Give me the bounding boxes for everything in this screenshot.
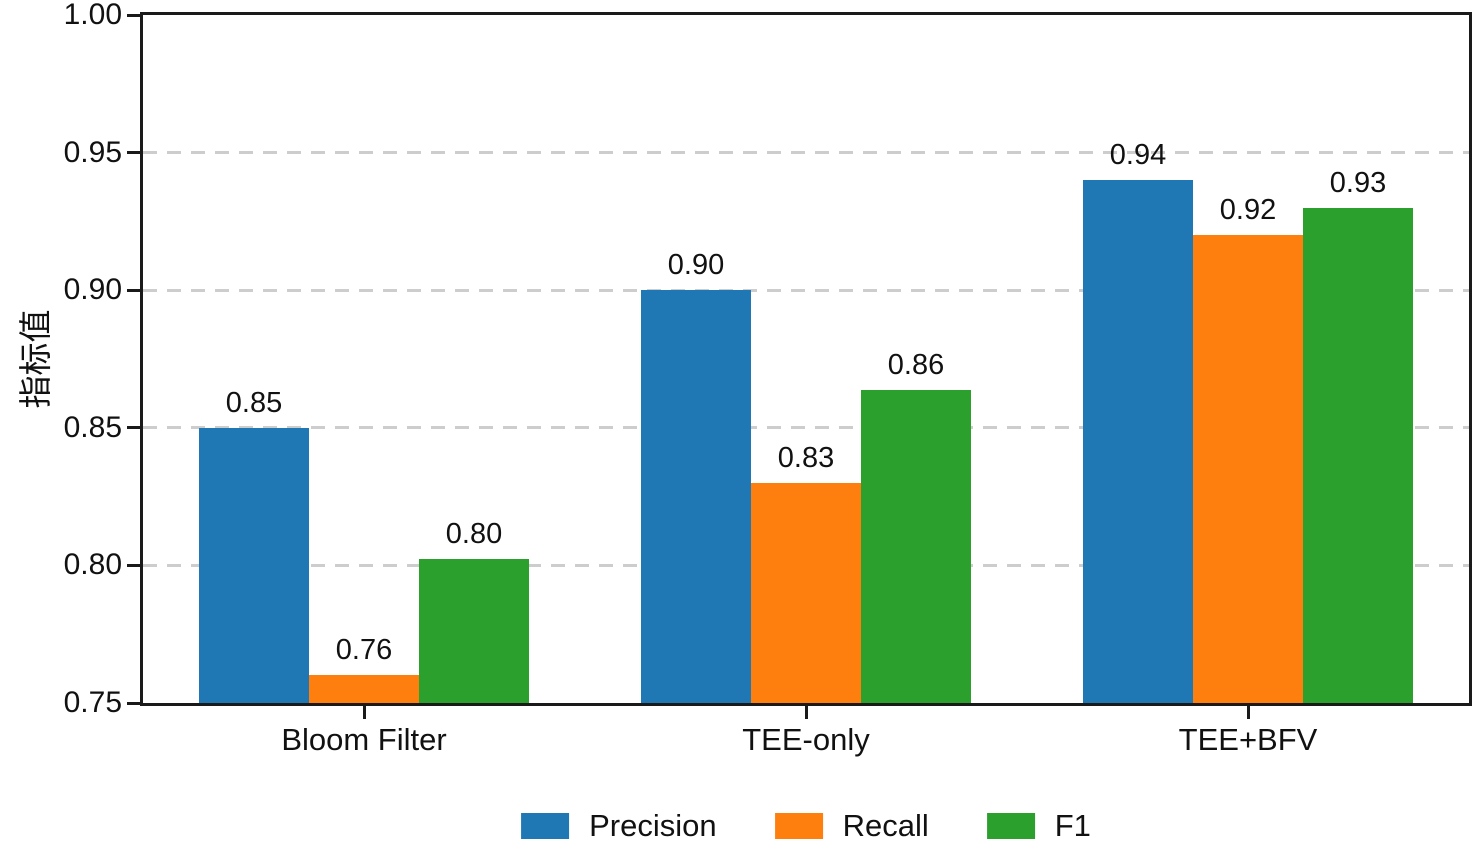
bar-recall-tee-only xyxy=(751,482,861,703)
legend: Precision Recall F1 xyxy=(521,808,1091,844)
bar-value-label: 0.83 xyxy=(777,441,835,474)
x-tick-label-1: Bloom Filter xyxy=(281,722,447,757)
y-tick-label-0.90: 0.90 xyxy=(63,273,122,307)
legend-item-precision: Precision xyxy=(521,808,717,844)
legend-swatch-f1 xyxy=(986,813,1035,839)
x-tick-mark-2 xyxy=(804,706,808,719)
bar-f1-tee-bfv xyxy=(1303,207,1413,703)
y-tick-label-0.85: 0.85 xyxy=(63,410,122,444)
gridline-0.90 xyxy=(143,288,1469,292)
legend-swatch-recall xyxy=(774,813,823,839)
y-tick-label-1.00: 1.00 xyxy=(63,0,122,31)
x-tick-label-3: TEE+BFV xyxy=(1178,722,1318,757)
x-tick-label-2: TEE-only xyxy=(742,722,870,757)
bar-value-label: 0.76 xyxy=(335,634,393,667)
bar-value-label: 0.93 xyxy=(1329,166,1387,199)
y-tick-mark-0.75 xyxy=(127,701,140,705)
bar-recall-tee-bfv xyxy=(1193,235,1303,703)
x-tick-mark-1 xyxy=(362,706,366,719)
legend-label-precision: Precision xyxy=(589,808,717,843)
y-tick-mark-0.80 xyxy=(127,563,140,567)
bar-precision-bloom-filter xyxy=(199,427,309,703)
legend-label-f1: F1 xyxy=(1054,808,1091,843)
legend-swatch-precision xyxy=(521,813,570,839)
y-tick-mark-0.85 xyxy=(127,426,140,430)
bar-recall-bloom-filter xyxy=(309,675,419,703)
legend-label-recall: Recall xyxy=(842,808,929,843)
legend-item-f1: F1 xyxy=(986,808,1091,844)
y-tick-mark-0.90 xyxy=(127,288,140,292)
bar-precision-tee-only xyxy=(641,290,751,703)
legend-item-recall: Recall xyxy=(774,808,929,844)
bar-value-label: 0.80 xyxy=(445,517,503,550)
y-tick-label-0.75: 0.75 xyxy=(63,686,122,719)
bar-value-label: 0.92 xyxy=(1219,194,1277,227)
bar-value-label: 0.85 xyxy=(225,386,283,419)
x-tick-mark-3 xyxy=(1246,706,1250,719)
y-tick-label-0.80: 0.80 xyxy=(63,548,122,582)
gridline-0.85 xyxy=(143,426,1469,430)
bar-value-label: 0.94 xyxy=(1109,139,1167,172)
bar-precision-tee-bfv xyxy=(1083,180,1193,703)
bar-value-label: 0.86 xyxy=(887,349,945,382)
bar-value-label: 0.90 xyxy=(667,249,725,282)
y-tick-label-0.95: 0.95 xyxy=(63,135,122,169)
gridline-0.95 xyxy=(143,151,1469,155)
y-tick-mark-0.95 xyxy=(127,151,140,155)
bar-f1-tee-only xyxy=(861,390,971,703)
y-tick-mark-1.00 xyxy=(127,13,140,17)
y-axis-label: 指标值 xyxy=(17,309,54,409)
bar-f1-bloom-filter xyxy=(419,558,529,703)
